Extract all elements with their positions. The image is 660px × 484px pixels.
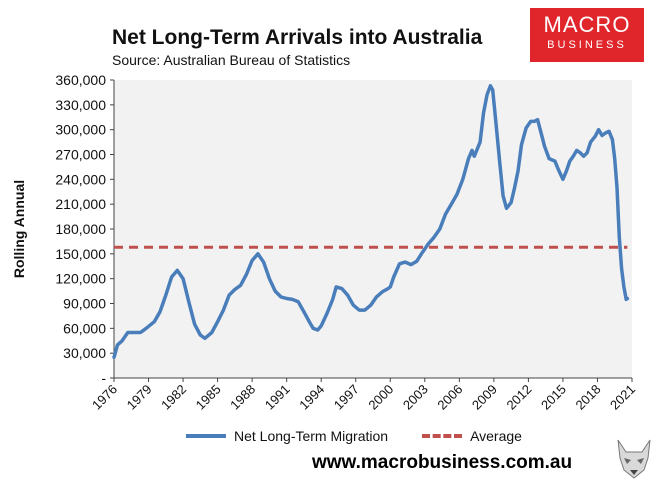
wolf-head-icon	[617, 439, 651, 479]
x-tick-label: 2015	[538, 382, 569, 413]
x-tick-label: 2000	[365, 382, 396, 413]
x-tick-label: 2003	[400, 382, 431, 413]
y-tick-label: 30,000	[63, 345, 106, 361]
y-tick-label: 120,000	[55, 271, 106, 287]
series-line-net-migration	[112, 84, 630, 360]
legend-line-swatch	[186, 434, 226, 438]
chart-subtitle: Source: Australian Bureau of Statistics	[112, 52, 351, 68]
logo-line2: BUSINESS	[547, 39, 627, 51]
y-tick-label: 240,000	[55, 171, 106, 187]
website-url: www.macrobusiness.com.au	[312, 452, 573, 473]
plot-area	[114, 80, 632, 378]
y-tick-label: 180,000	[55, 221, 106, 237]
x-tick-label: 1976	[89, 382, 120, 413]
x-tick-label: 2006	[434, 382, 465, 413]
chart-title: Net Long-Term Arrivals into Australia	[112, 26, 483, 49]
x-tick-label: 2021	[607, 382, 638, 413]
legend-label-average: Average	[470, 428, 522, 444]
x-tick-label: 1988	[227, 382, 258, 413]
legend-label-migration: Net Long-Term Migration	[234, 428, 389, 444]
legend-dash-swatch	[422, 434, 463, 438]
y-tick-label: 300,000	[55, 122, 106, 138]
x-tick-label: 1997	[331, 382, 362, 413]
x-tick-label: 1982	[158, 382, 189, 413]
x-tick-label: 1991	[262, 382, 293, 413]
y-tick-label: 210,000	[55, 196, 106, 212]
legend-item-migration: Net Long-Term Migration	[186, 428, 388, 444]
y-tick-label: 270,000	[55, 147, 106, 163]
y-tick-label: 90,000	[63, 296, 106, 312]
x-tick-label: 1994	[296, 382, 327, 413]
macro-business-logo: MACRO BUSINESS	[530, 8, 644, 62]
x-tick-label: 2018	[573, 382, 604, 413]
y-tick-label: 60,000	[63, 320, 106, 336]
y-tick-label: 330,000	[55, 97, 106, 113]
y-tick-label: 360,000	[55, 72, 106, 88]
x-tick-label: 1985	[193, 382, 224, 413]
logo-line1: MACRO	[543, 12, 631, 37]
x-tick-label: 1979	[124, 382, 155, 413]
legend-item-average: Average	[422, 428, 522, 444]
chart-legend: Net Long-Term Migration Average	[186, 428, 556, 444]
y-tick-label: 150,000	[55, 246, 106, 262]
y-axis-label: Rolling Annual	[11, 180, 27, 278]
x-tick-label: 2012	[503, 382, 534, 413]
x-tick-label: 2009	[469, 382, 500, 413]
y-tick-label: -	[101, 370, 106, 386]
